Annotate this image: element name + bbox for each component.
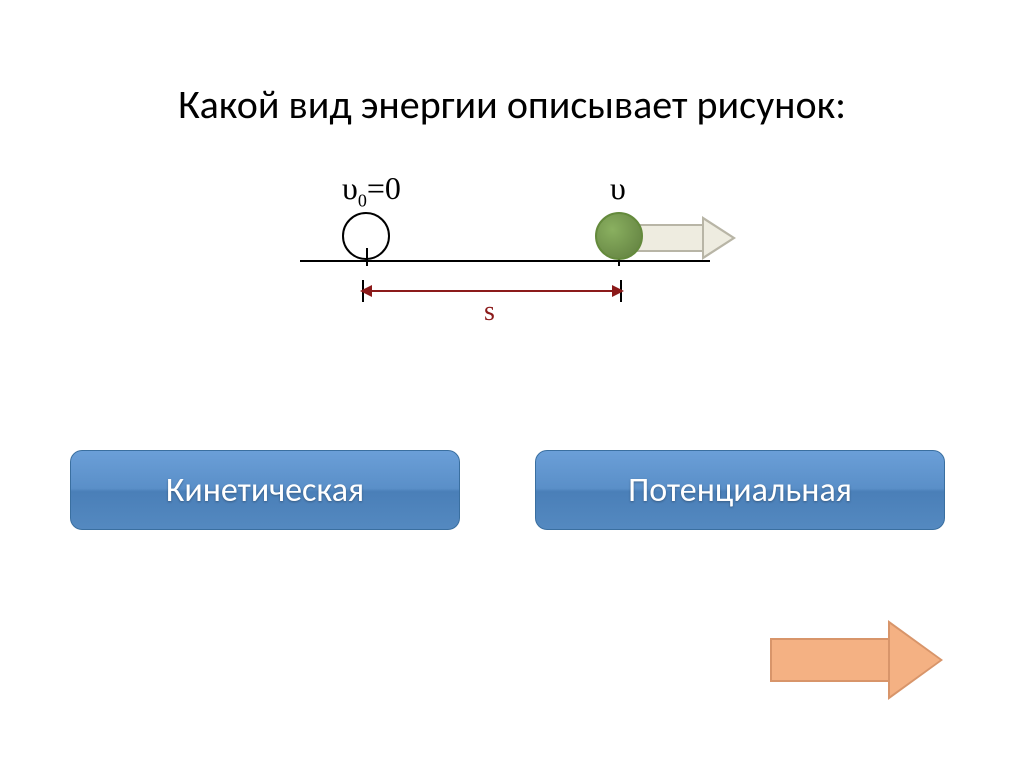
kinetic-button[interactable]: Кинетическая [70, 450, 460, 530]
v0-suffix: =0 [367, 170, 401, 206]
potential-button[interactable]: Потенциальная [535, 450, 945, 530]
v0-symbol: υ [342, 170, 358, 206]
dim-arrow-right [612, 285, 624, 297]
ground-line [300, 260, 710, 262]
energy-diagram: υ0=0 υ s [300, 170, 760, 340]
velocity-initial-label: υ0=0 [342, 170, 401, 211]
dimension-line [364, 290, 622, 292]
tick-start [366, 248, 368, 266]
velocity-final-label: υ [610, 170, 626, 207]
v0-subscript: 0 [358, 190, 367, 210]
distance-label: s [484, 296, 495, 328]
ball-final [595, 212, 643, 260]
page-title: Какой вид энергии описывает рисунок: [0, 80, 1024, 129]
next-arrow[interactable] [770, 620, 945, 700]
